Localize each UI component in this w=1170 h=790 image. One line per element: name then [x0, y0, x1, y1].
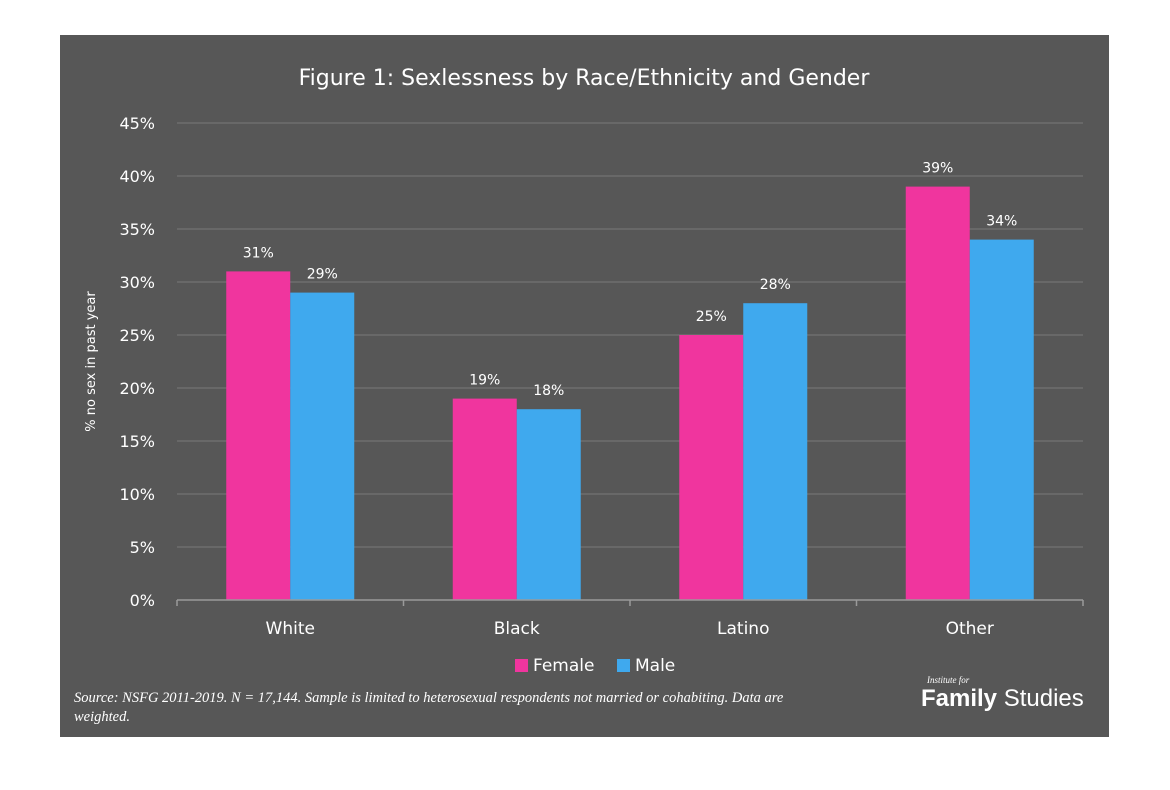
bar-male [969, 239, 1034, 600]
data-label: 18% [533, 383, 564, 399]
bar-chart: Figure 1: Sexlessness by Race/Ethnicity … [84, 66, 1084, 676]
x-tick-label: White [266, 619, 315, 639]
bar-female [905, 186, 970, 600]
legend-label-male: Male [635, 656, 675, 676]
bar-male [516, 409, 581, 600]
data-label: 19% [469, 373, 500, 389]
y-tick-label: 30% [119, 273, 155, 292]
data-label: 29% [307, 267, 338, 283]
y-axis-label: % no sex in past year [84, 291, 99, 432]
legend-label-female: Female [533, 656, 594, 676]
brand-bold-text: Family [921, 685, 998, 712]
bar-male [290, 292, 355, 600]
legend-swatch-female [515, 659, 528, 672]
data-label: 25% [696, 309, 727, 325]
data-label: 34% [986, 214, 1017, 230]
bar-female [452, 398, 517, 600]
chart-title: Figure 1: Sexlessness by Race/Ethnicity … [299, 66, 871, 91]
chart-figure: Figure 1: Sexlessness by Race/Ethnicity … [60, 35, 1109, 737]
x-tick-label: Other [946, 619, 994, 639]
data-label: 31% [243, 245, 274, 261]
bar-female [679, 335, 744, 600]
brand-logo: Institute for Family Studies [921, 675, 1093, 713]
brand-regular-text: Studies [1003, 685, 1084, 712]
legend-swatch-male [617, 659, 630, 672]
y-tick-label: 25% [119, 326, 155, 345]
data-label: 39% [922, 161, 953, 177]
y-tick-label: 35% [119, 220, 155, 239]
y-tick-label: 20% [119, 379, 155, 398]
source-note: Source: NSFG 2011-2019. N = 17,144. Samp… [74, 690, 784, 725]
y-tick-label: 40% [119, 167, 155, 186]
y-tick-label: 0% [130, 591, 155, 610]
data-label: 28% [760, 277, 791, 293]
y-tick-label: 45% [119, 114, 155, 133]
brand-small-text: Institute for [927, 675, 970, 685]
y-tick-label: 10% [119, 485, 155, 504]
bar-female [226, 271, 291, 600]
x-tick-label: Black [494, 619, 540, 639]
y-tick-label: 5% [130, 538, 155, 557]
bar-male [743, 303, 808, 600]
y-tick-label: 15% [119, 432, 155, 451]
x-tick-label: Latino [717, 619, 769, 639]
